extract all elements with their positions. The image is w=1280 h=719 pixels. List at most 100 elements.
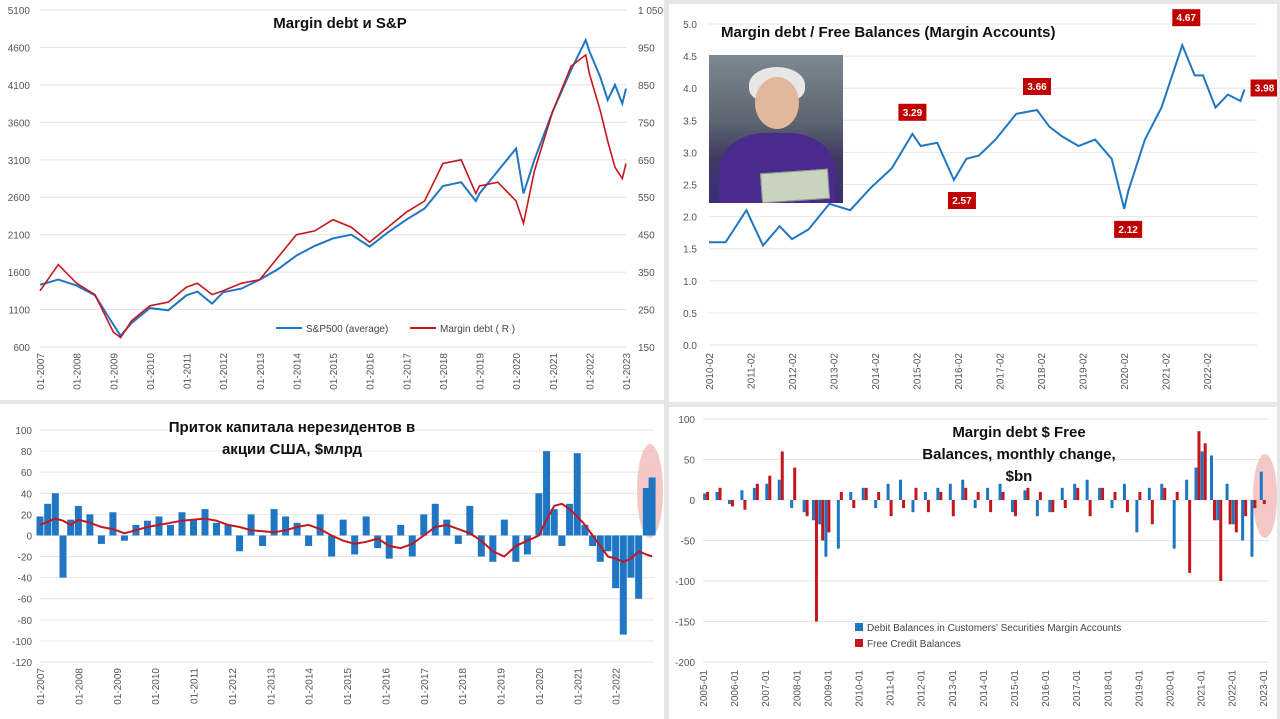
x-tick: 2008-01 [792, 670, 803, 707]
debit-bar [986, 487, 990, 500]
y-tick: -80 [18, 616, 33, 627]
y-tick-right: 750 [638, 118, 655, 129]
flow-bar [109, 512, 117, 536]
debit-bar [790, 500, 794, 509]
margin-debt-sp-panel: 600 1100 1600 2100 2600 3100 3600 4100 4600 5100 … [0, 0, 664, 400]
legend-sp: S&P500 (average) [306, 324, 388, 335]
y-tick-right: 1 050 [638, 6, 663, 17]
flow-bar [282, 516, 290, 536]
flow-bar [558, 535, 566, 546]
flow-bar [535, 493, 543, 536]
free-credit-bar [964, 487, 968, 500]
x-tick: 2011-01 [886, 670, 897, 706]
x-tick: 01-2016 [381, 668, 392, 705]
x-tick: 2012-02 [788, 353, 799, 390]
debit-bar [1122, 483, 1126, 500]
chart-title-line2: акции США, $млрд [222, 441, 363, 458]
x-tick: 01-2007 [36, 353, 47, 390]
y-tick: 0 [26, 531, 32, 542]
x-tick: 01-2018 [458, 668, 469, 705]
free-credit-bar [780, 451, 784, 500]
free-credit-bar [976, 491, 980, 500]
portrait-photo [709, 55, 843, 203]
debit-bar [998, 483, 1002, 500]
free-credit-bar [1026, 487, 1030, 500]
x-tick: 01-2019 [476, 353, 487, 390]
x-tick: 01-2012 [219, 353, 230, 390]
x-tick: 01-2013 [266, 668, 277, 705]
debit-bar [973, 500, 977, 509]
value-label: 3.66 [1027, 82, 1047, 93]
debit-bar [727, 500, 731, 505]
flow-bar [642, 488, 650, 536]
debit-bar [1231, 500, 1235, 525]
free-credit-bar [1113, 491, 1117, 500]
debit-bar [802, 500, 806, 513]
debit-bar [948, 483, 952, 500]
free-credit-bar [1125, 500, 1129, 513]
x-tick: 2019-01 [1134, 670, 1145, 707]
debit-bar [1010, 500, 1014, 513]
x-tick: 01-2011 [183, 353, 194, 389]
free-credit-bar [852, 500, 856, 509]
free-credit-bar [1051, 500, 1055, 513]
free-credit-bar [793, 467, 797, 500]
free-credit-bar [1150, 500, 1154, 525]
y-tick: 100 [678, 415, 695, 426]
y-tick: 5.0 [683, 20, 697, 31]
y-tick-left: 2600 [8, 193, 31, 204]
free-credit-bar [1244, 500, 1248, 517]
y-tick: 1.5 [683, 245, 697, 256]
flow-bar [604, 535, 612, 552]
y-tick: -20 [18, 553, 33, 564]
x-tick: 2020-02 [1120, 353, 1131, 390]
free-credit-bar [755, 483, 759, 500]
debit-bar [899, 479, 903, 500]
y-tick: 3.5 [683, 116, 697, 127]
y-tick: 60 [21, 468, 33, 479]
value-label-box [1022, 78, 1051, 96]
debit-bar [1085, 479, 1089, 500]
free-credit-bar [914, 487, 918, 500]
x-tick: 01-2010 [146, 353, 157, 390]
debit-bar [1035, 500, 1039, 517]
monthly-change-panel: -200 -150 -100 -50 0 50 100 2005-01 2006-01 2007… [669, 407, 1277, 719]
x-tick: 01-2013 [256, 353, 267, 390]
flow-bar [581, 524, 589, 536]
free-credit-bar [839, 491, 843, 500]
sp500-line [39, 37, 627, 338]
free-credit-bar [743, 500, 747, 510]
flow-bar [612, 535, 620, 589]
flow-bar [431, 503, 439, 536]
flow-bar [374, 535, 382, 549]
free-credit-bar [1234, 500, 1238, 533]
free-credit-bar [1175, 491, 1179, 500]
chart-title-line2: Balances, monthly change, [922, 446, 1115, 463]
flow-bar [316, 514, 324, 536]
y-tick: 100 [15, 426, 32, 437]
free-credit-bar [889, 500, 893, 517]
flow-bar [635, 535, 643, 599]
flow-bar [523, 535, 531, 555]
value-label: 2.12 [1118, 225, 1138, 236]
flow-bar [120, 535, 128, 541]
ratio-panel: 0.0 0.5 1.0 1.5 2.0 2.5 3.0 3.5 4.0 4.5 5.0 2010-0… [669, 4, 1277, 402]
chart-title-line1: Приток капитала нерезидентов в [169, 419, 415, 436]
debit-bar [1225, 483, 1229, 500]
flow-bar [305, 535, 313, 546]
capital-flows-panel: -120 -100 -80 -60 -40 -20 0 20 40 60 80 100 01-2007… [0, 404, 664, 719]
free-credit-bar [706, 491, 710, 500]
y-tick-right: 350 [638, 268, 655, 279]
y-tick: -50 [681, 537, 696, 548]
flow-bar [97, 535, 105, 544]
flow-bar [500, 519, 508, 536]
flow-bar [236, 535, 244, 552]
free-credit-bar [1219, 500, 1223, 581]
x-tick: 2016-01 [1041, 670, 1052, 707]
y-tick: 20 [21, 510, 33, 521]
flow-bar [293, 522, 301, 536]
trend-line [39, 502, 653, 563]
flow-bar [596, 535, 604, 562]
y-tick: 3.0 [683, 148, 697, 159]
flow-bar [362, 516, 370, 536]
